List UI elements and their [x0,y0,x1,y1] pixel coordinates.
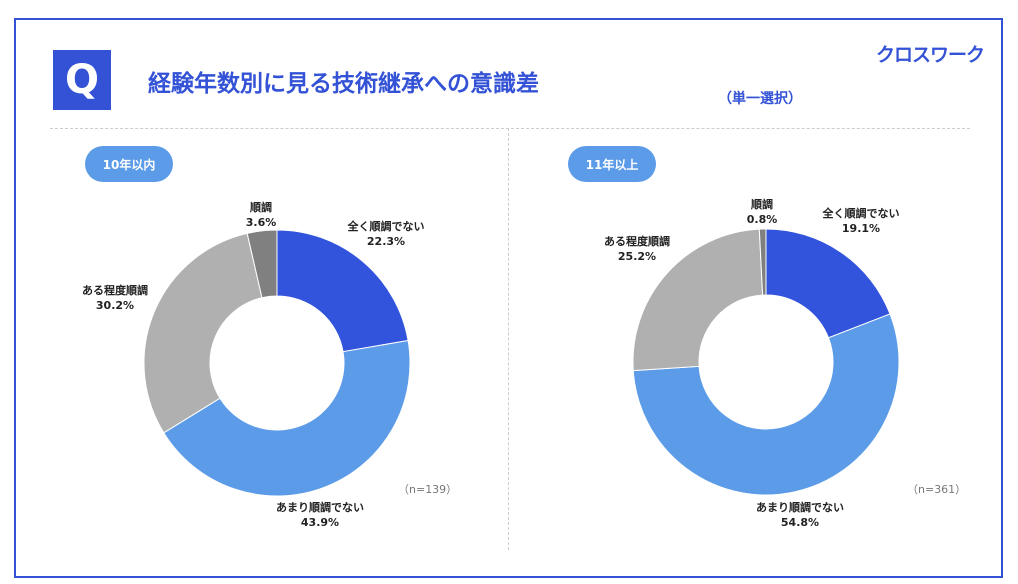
page-title: 経験年数別に見る技術継承への意識差 [148,71,539,97]
label-c2-s0: 全く順調でない 19.1% [822,207,900,235]
donut-slice-c1-2 [143,232,263,434]
donut-slice-c1-0 [276,229,409,353]
donut-slice-c2-0 [765,228,891,339]
label-c2-s2: ある程度順調 25.2% [604,235,670,263]
divider-vertical [508,128,509,550]
label-c1-s3: 順調 3.6% [245,201,277,229]
group-pill-11yr: 11年以上 [568,146,656,182]
selection-type: （単一選択） [718,91,802,107]
donut-slice-c1-1 [163,339,411,497]
n-count-c1: （n=139） [398,483,458,496]
label-c2-s3: 順調 0.8% [746,198,778,226]
n-count-c2: （n=361） [907,483,967,496]
label-c2-s1: あまり順調でない 54.8% [756,501,844,529]
label-c1-s2: ある程度順調 30.2% [82,284,148,312]
slide-frame [14,18,1003,578]
brand-logo: クロスワーク [876,44,985,66]
divider-horizontal [50,128,970,129]
donut-slice-c2-1 [632,313,900,496]
q-badge: Q [53,50,111,110]
donut-slice-c2-3 [758,228,767,296]
donut-slice-c2-2 [632,228,764,372]
label-c1-s0: 全く順調でない 22.3% [347,220,425,248]
label-c1-s1: あまり順調でない 43.9% [276,501,364,529]
group-pill-10yr: 10年以内 [85,146,173,182]
donut-slice-c1-3 [246,229,278,299]
